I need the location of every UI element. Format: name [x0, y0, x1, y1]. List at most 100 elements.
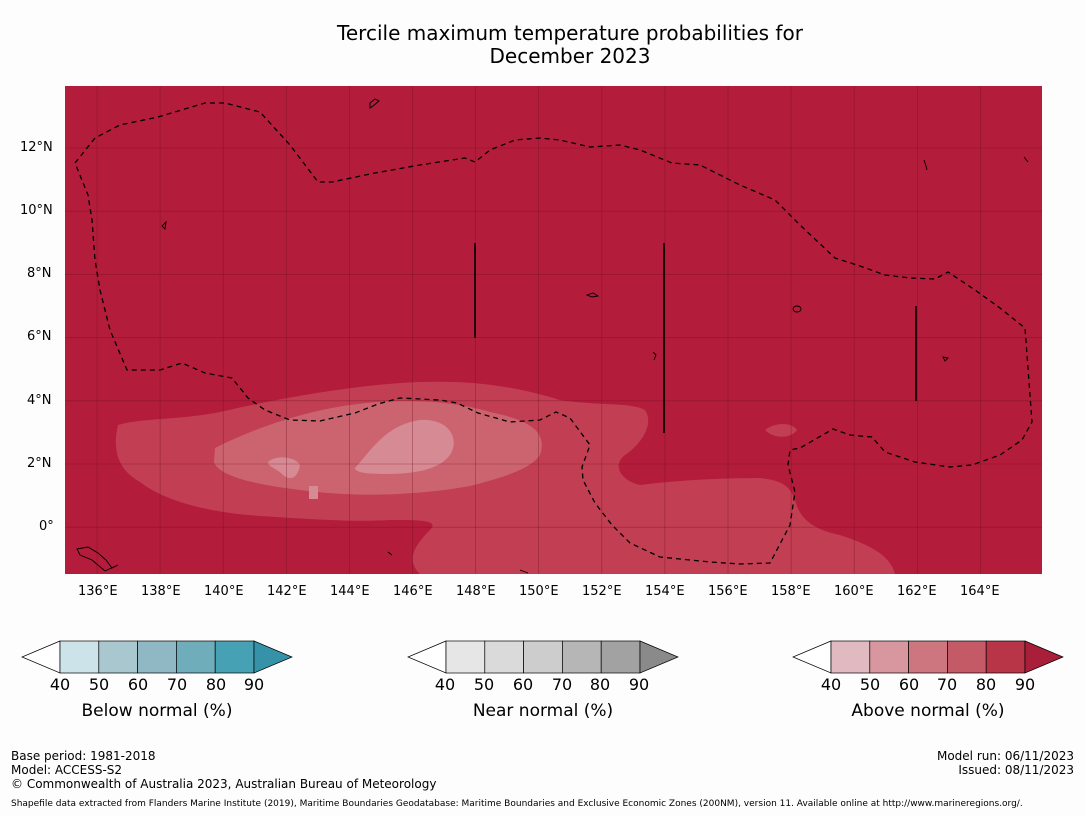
island-center: [652, 351, 657, 361]
colorbar-over-triangle: [1024, 640, 1064, 674]
eez-boundary: [74, 102, 1033, 565]
lon-label: 160°E: [834, 584, 874, 599]
meridian-markers: [474, 243, 917, 433]
colorbar-segment: [445, 640, 486, 674]
lon-label: 162°E: [897, 584, 937, 599]
islands: [76, 98, 1029, 574]
legend-tick: 60: [127, 675, 149, 694]
above-60-patch-small: [309, 486, 318, 499]
colorbar-over-triangle: [253, 640, 293, 674]
legend-title: Below normal (%): [81, 701, 233, 721]
legend-tick: 40: [820, 675, 842, 694]
lon-label: 156°E: [708, 584, 748, 599]
colorbar-segment: [562, 640, 602, 674]
lat-label: 4°N: [27, 393, 52, 408]
island-south: [387, 551, 393, 556]
legend-tick: 80: [975, 675, 997, 694]
colorbar-segment: [985, 640, 1026, 674]
colorbar: [21, 640, 293, 674]
legend-title: Near normal (%): [472, 701, 614, 721]
colorbar-segment: [137, 640, 177, 674]
legend-tick: 50: [473, 675, 495, 694]
lon-label: 158°E: [771, 584, 811, 599]
above-60-region: [355, 419, 454, 474]
colorbar-segment: [830, 640, 871, 674]
legend-tick: 80: [205, 675, 227, 694]
above-80-region-east: [765, 424, 797, 437]
legend-tick: 40: [49, 675, 71, 694]
lat-label: 2°N: [27, 456, 52, 471]
legend-tick: 60: [512, 675, 534, 694]
legend-tick: 70: [166, 675, 188, 694]
lon-label: 142°E: [267, 584, 307, 599]
lon-label: 148°E: [456, 584, 496, 599]
island-pohnpei: [792, 305, 802, 313]
lon-label: 144°E: [330, 584, 370, 599]
colorbar-segment: [869, 640, 909, 674]
title-line-2: December 2023: [489, 44, 651, 68]
lat-label: 8°N: [27, 266, 52, 281]
legend-tick: 90: [243, 675, 265, 694]
lat-label: 12°N: [20, 140, 53, 155]
lon-label: 152°E: [582, 584, 622, 599]
legend-group: [21, 640, 1064, 674]
colorbar-segment: [484, 640, 524, 674]
colorbar: [792, 640, 1064, 674]
lon-label: 150°E: [519, 584, 559, 599]
graticule: [65, 86, 1042, 574]
colorbar-segment: [214, 640, 255, 674]
legend-tick: 70: [936, 675, 958, 694]
above-60-patch-west: [268, 457, 300, 479]
island-far-ne: [1023, 156, 1029, 163]
island-south-2: [519, 569, 529, 574]
colorbar-under-triangle: [21, 640, 61, 674]
colorbar-over-triangle: [639, 640, 679, 674]
footer-left: Base period: 1981-2018 Model: ACCESS-S2 …: [11, 749, 436, 791]
issued-date: Issued: 08/11/2023: [958, 763, 1074, 777]
title-line-1: Tercile maximum temperature probabilitie…: [337, 21, 803, 45]
legend-tick: 90: [628, 675, 650, 694]
island-north: [369, 98, 380, 109]
legend-title: Above normal (%): [851, 701, 1005, 721]
model-name: Model: ACCESS-S2: [11, 763, 123, 777]
map-title: Tercile maximum temperature probabilitie…: [0, 22, 1085, 68]
shapefile-credit: Shapefile data extracted from Flanders M…: [11, 799, 1023, 809]
lat-label: 6°N: [27, 329, 52, 344]
island-east: [942, 356, 949, 362]
legend-tick: 60: [898, 675, 920, 694]
legend-tick: 70: [551, 675, 573, 694]
lat-label: 10°N: [20, 203, 53, 218]
colorbar-segment: [523, 640, 563, 674]
island-yap: [161, 220, 167, 230]
colorbar-under-triangle: [792, 640, 832, 674]
copyright: © Commonwealth of Australia 2023, Austra…: [11, 777, 437, 791]
colorbar-segment: [947, 640, 987, 674]
colorbar: [407, 640, 679, 674]
lat-label: 0°: [39, 519, 54, 534]
lon-label: 164°E: [960, 584, 1000, 599]
probability-field: [65, 86, 1042, 574]
base-period: Base period: 1981-2018: [11, 749, 156, 763]
colorbar-segment: [176, 640, 216, 674]
model-run: Model run: 06/11/2023: [936, 749, 1074, 763]
legend-tick: 50: [88, 675, 110, 694]
colorbar-segment: [98, 640, 138, 674]
colorbar-segment: [59, 640, 100, 674]
legend-tick: 80: [589, 675, 611, 694]
colorbar-segment: [600, 640, 641, 674]
lon-label: 146°E: [393, 584, 433, 599]
legend-tick: 90: [1014, 675, 1036, 694]
lon-label: 136°E: [78, 584, 118, 599]
footer-right: Model run: 06/11/2023 Issued: 08/11/2023: [937, 749, 1074, 777]
colorbar-segment: [908, 640, 948, 674]
island-chuuk: [585, 292, 600, 298]
island-ne: [923, 159, 928, 171]
lon-label: 138°E: [141, 584, 181, 599]
lon-label: 154°E: [645, 584, 685, 599]
legend-tick: 50: [859, 675, 881, 694]
lon-label: 140°E: [204, 584, 244, 599]
colorbar-under-triangle: [407, 640, 447, 674]
legend-tick: 40: [434, 675, 456, 694]
island-papua: [76, 546, 119, 572]
